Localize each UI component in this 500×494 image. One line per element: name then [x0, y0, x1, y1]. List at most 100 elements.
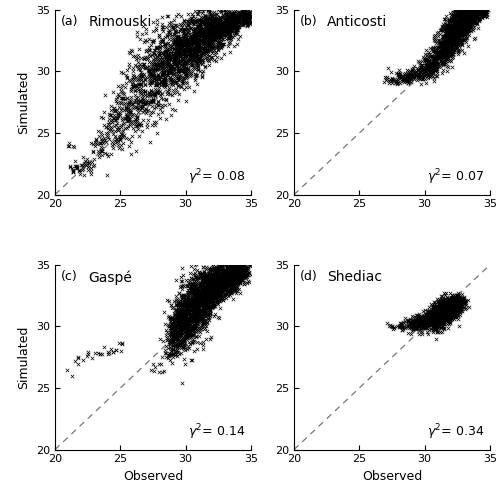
- Point: [217, 20, 225, 28]
- Point: [224, 41, 232, 49]
- Point: [170, 321, 177, 329]
- Point: [179, 325, 187, 332]
- Point: [423, 313, 431, 321]
- Point: [238, 18, 246, 26]
- Point: [220, 21, 228, 29]
- Point: [190, 87, 198, 95]
- Point: [435, 305, 443, 313]
- Point: [470, 7, 478, 15]
- Point: [436, 319, 444, 327]
- Point: [452, 30, 460, 38]
- Point: [192, 309, 200, 317]
- Point: [217, 28, 225, 36]
- Point: [450, 309, 458, 317]
- Point: [202, 269, 210, 277]
- Point: [146, 78, 154, 86]
- Point: [479, 10, 487, 18]
- Point: [450, 6, 458, 14]
- Point: [240, 280, 248, 288]
- Point: [452, 311, 460, 319]
- Point: [460, 24, 468, 32]
- Point: [450, 303, 458, 311]
- Point: [225, 34, 233, 42]
- Point: [192, 282, 200, 289]
- Point: [210, 286, 218, 293]
- Point: [166, 68, 174, 76]
- Point: [212, 48, 220, 56]
- Point: [446, 49, 454, 57]
- Point: [461, 17, 469, 25]
- Point: [210, 271, 218, 279]
- Point: [207, 21, 215, 29]
- Point: [422, 66, 430, 74]
- Point: [210, 294, 218, 302]
- Point: [434, 52, 442, 60]
- Point: [202, 47, 209, 55]
- Point: [242, 18, 250, 26]
- Point: [218, 13, 226, 21]
- Point: [197, 27, 205, 35]
- Point: [425, 317, 433, 325]
- Point: [438, 61, 446, 69]
- Point: [184, 17, 192, 25]
- Point: [416, 320, 424, 328]
- Point: [220, 252, 228, 260]
- Point: [100, 134, 108, 142]
- Point: [200, 291, 208, 299]
- Point: [460, 14, 468, 22]
- Point: [453, 305, 461, 313]
- Point: [454, 12, 462, 20]
- Point: [460, 22, 468, 30]
- Point: [424, 71, 432, 79]
- Point: [232, 277, 240, 285]
- Point: [164, 61, 172, 69]
- Point: [212, 24, 220, 32]
- Point: [440, 314, 448, 322]
- Point: [464, 1, 471, 9]
- Point: [151, 89, 159, 97]
- Point: [227, 9, 235, 17]
- Point: [452, 43, 460, 51]
- Point: [200, 303, 207, 311]
- Point: [182, 312, 190, 320]
- Point: [428, 314, 436, 322]
- Point: [453, 44, 461, 52]
- Point: [222, 8, 230, 16]
- Point: [210, 286, 218, 293]
- Point: [182, 51, 190, 59]
- Point: [180, 315, 188, 323]
- Point: [176, 49, 184, 57]
- Point: [226, 277, 234, 285]
- Point: [122, 94, 130, 102]
- Point: [198, 295, 206, 303]
- Point: [154, 101, 162, 109]
- Point: [456, 4, 464, 12]
- Point: [412, 318, 420, 326]
- Point: [139, 98, 147, 106]
- Point: [444, 304, 452, 312]
- Point: [241, 267, 249, 275]
- Point: [216, 283, 224, 290]
- Point: [213, 282, 221, 289]
- Point: [129, 74, 137, 82]
- Point: [222, 30, 230, 38]
- Point: [213, 265, 221, 273]
- Point: [220, 293, 228, 301]
- Point: [177, 312, 185, 320]
- Point: [152, 77, 160, 84]
- Point: [226, 266, 234, 274]
- Point: [470, 12, 478, 20]
- Point: [160, 336, 168, 344]
- Point: [204, 280, 212, 288]
- Point: [443, 314, 451, 322]
- Point: [448, 33, 456, 41]
- Point: [176, 316, 184, 324]
- Point: [432, 302, 440, 310]
- Point: [447, 50, 455, 58]
- Point: [171, 342, 179, 350]
- Point: [463, 27, 471, 35]
- Point: [232, 270, 240, 278]
- Point: [152, 73, 160, 81]
- Text: Rimouski: Rimouski: [88, 15, 152, 30]
- Point: [166, 336, 174, 344]
